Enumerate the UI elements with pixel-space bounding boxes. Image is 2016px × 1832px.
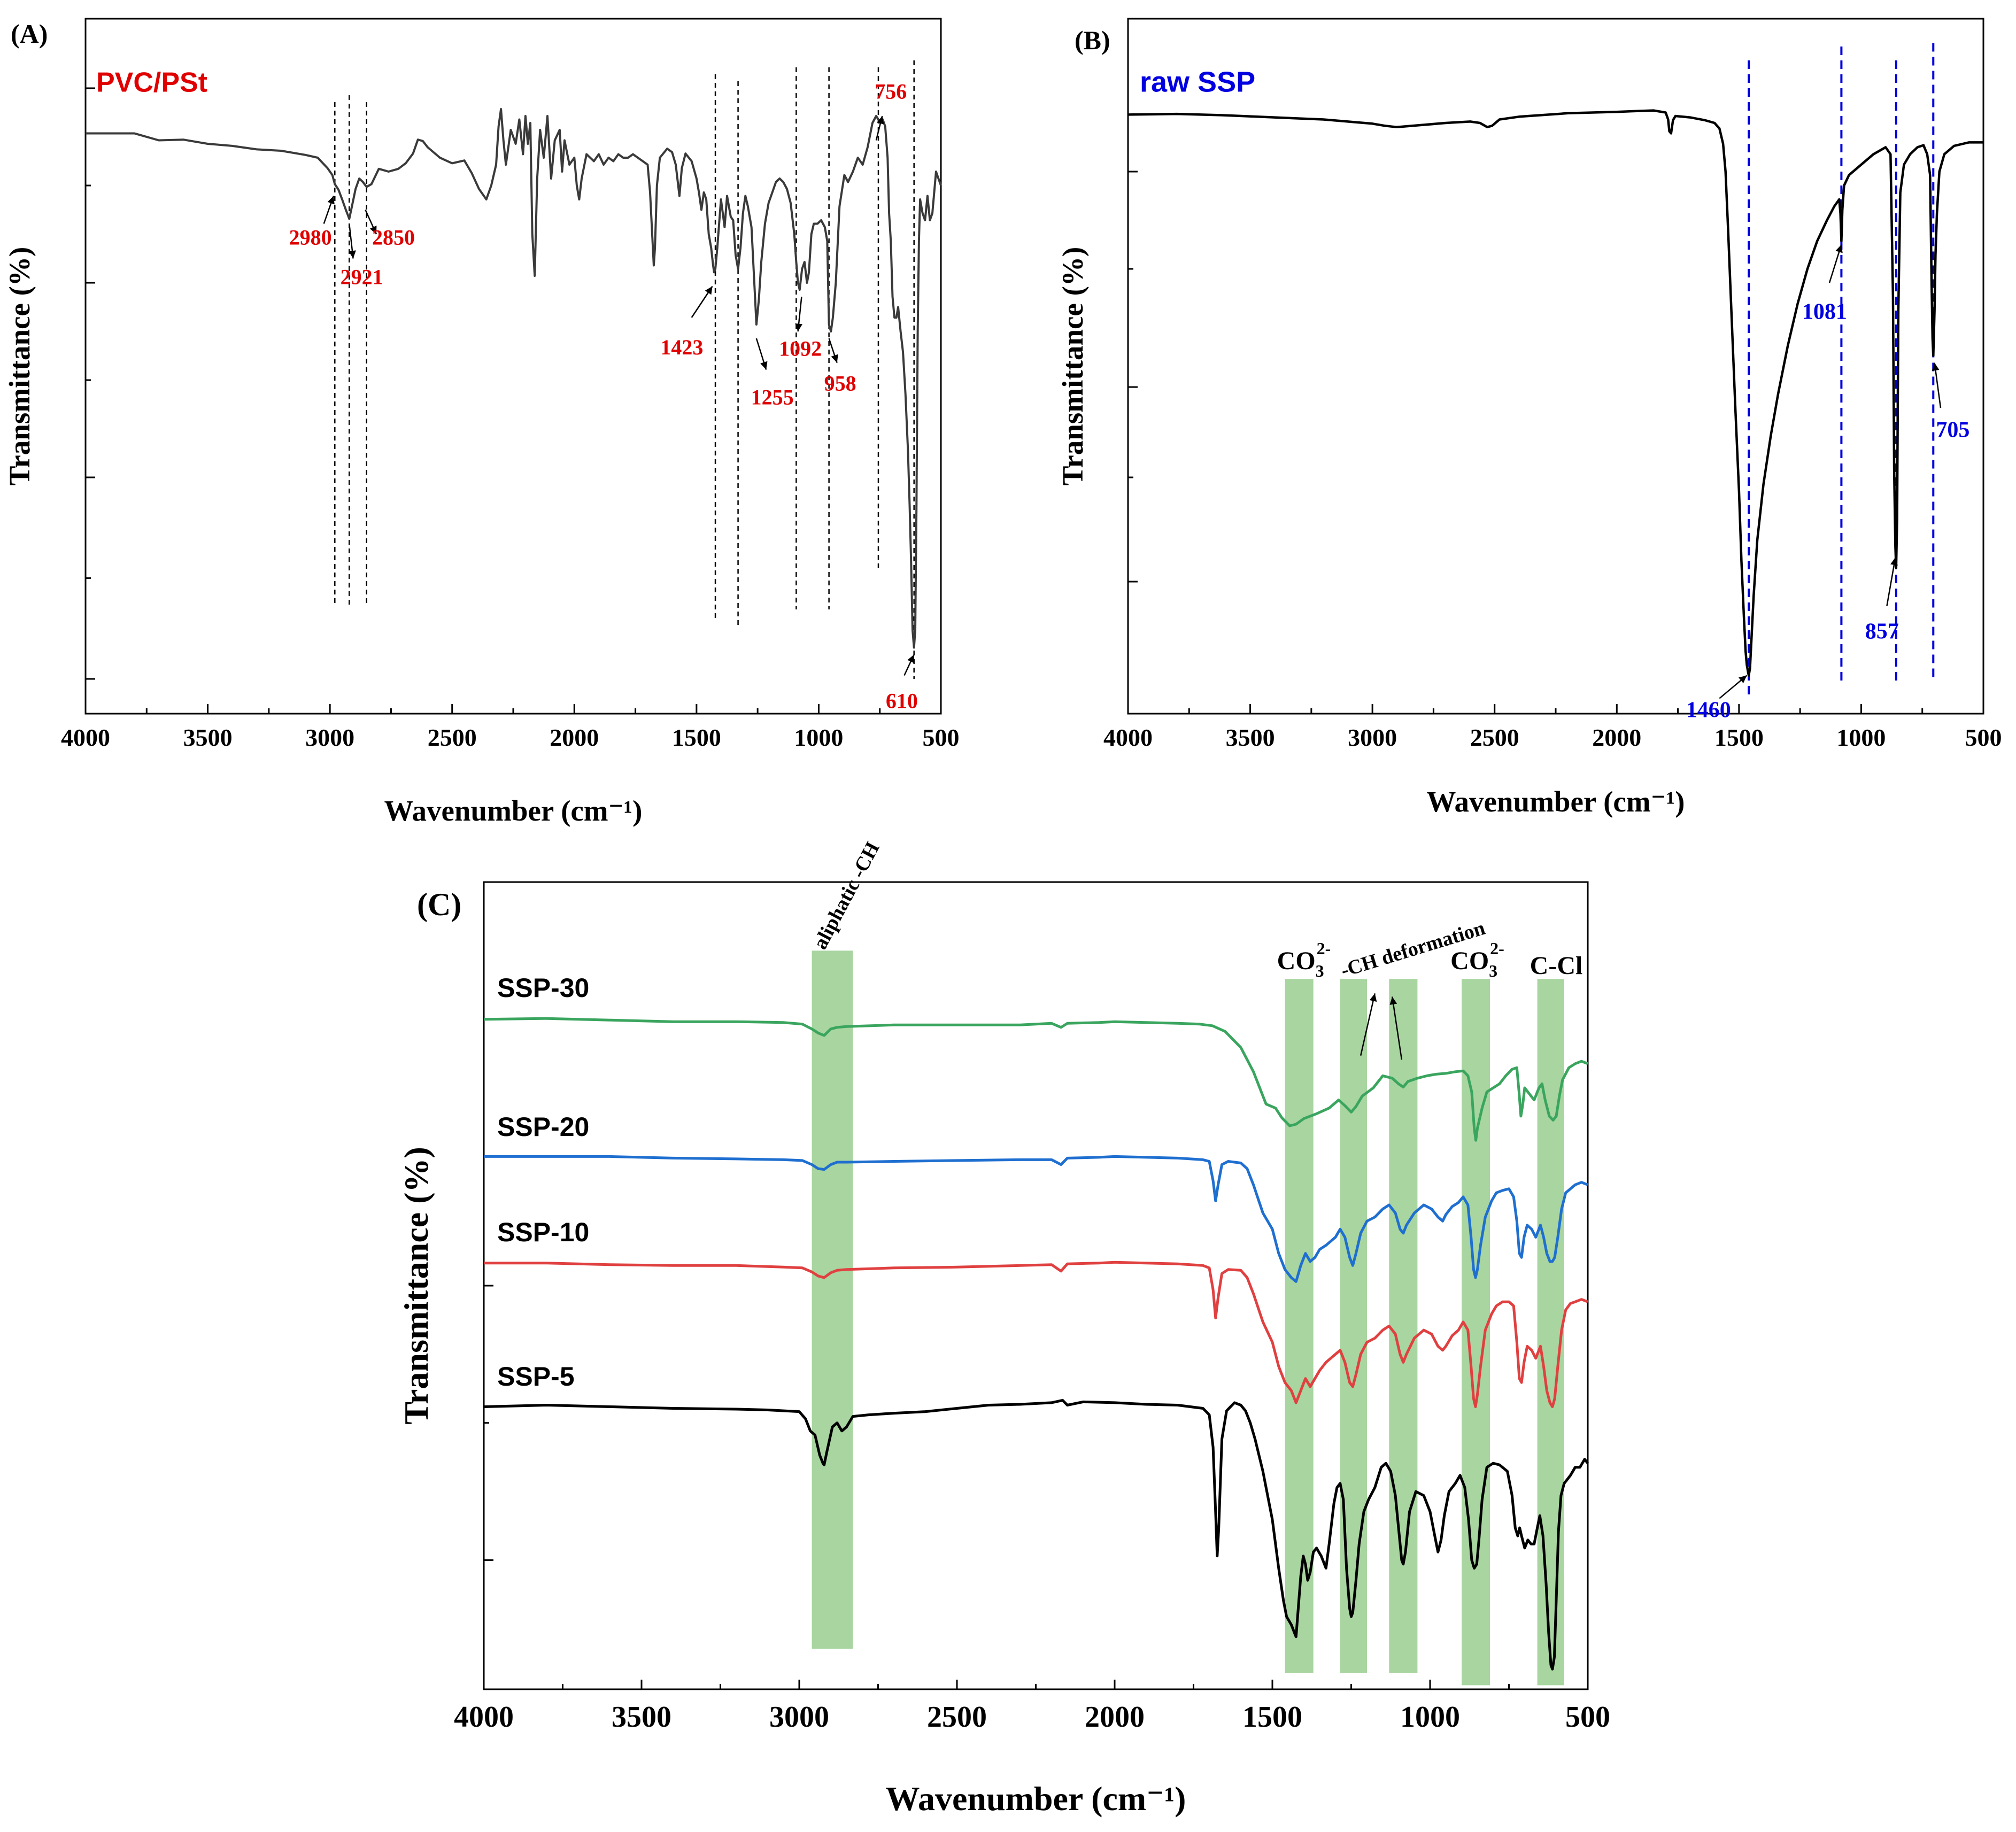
peak-label: 1081 — [1802, 300, 1847, 324]
x-tick-label: 2500 — [428, 724, 477, 751]
annotation-arrow-line — [1391, 996, 1403, 1060]
band-label: C-Cl — [1530, 952, 1583, 980]
peak-label: 1460 — [1686, 698, 1731, 723]
panel-1: 4000 3500 3000 2500 2000 1500 1000 500 Wavenumbe… — [1056, 18, 2002, 818]
x-tick-label: 1000 — [1836, 724, 1886, 751]
highlight-band — [1340, 979, 1367, 1673]
panel-0: 4000 3500 3000 2500 2000 1500 1000 500 Wavenumbe… — [3, 18, 960, 827]
x-tick-label: 4000 — [1103, 724, 1153, 751]
peak-label: 857 — [1865, 620, 1899, 644]
x-tick-label: 3000 — [1348, 724, 1397, 751]
series-label: SSP-10 — [497, 1217, 589, 1247]
band-label: CO32- — [1277, 939, 1331, 980]
annotation-arrow-head — [1890, 557, 1898, 566]
x-axis-label: Wavenumber (cm⁻¹) — [384, 794, 643, 827]
annotation-arrow-head — [705, 286, 713, 295]
peak-label: 610 — [886, 689, 918, 713]
annotation-arrow-head — [327, 196, 335, 205]
annotation-arrow-head — [1369, 993, 1377, 1002]
panel-label: (B) — [1075, 25, 1110, 55]
peak-label: 2850 — [372, 226, 415, 250]
annotation-arrow-head — [369, 226, 377, 234]
x-tick-label: 3500 — [183, 724, 233, 751]
annotation-arrow-head — [1835, 244, 1843, 253]
panel-label: (A) — [11, 19, 48, 49]
y-axis-label: Transmittance (%) — [3, 247, 36, 486]
x-tick-label: 500 — [1965, 724, 2002, 751]
peak-label: 1092 — [779, 337, 822, 361]
x-tick-label: 500 — [1565, 1700, 1610, 1734]
highlight-band — [1285, 979, 1314, 1673]
series-line-pvc-pst — [86, 108, 942, 649]
highlight-band — [812, 950, 853, 1649]
series-line-ssp-30 — [483, 1017, 1588, 1142]
series-label: SSP-5 — [497, 1362, 575, 1392]
annotation-arrow-head — [349, 250, 356, 259]
peak-label: 958 — [824, 372, 856, 396]
annotation-arrow-head — [1932, 362, 1940, 371]
x-tick-label: 1500 — [1714, 724, 1764, 751]
x-tick-label: 3500 — [612, 1700, 671, 1734]
peak-label: 756 — [875, 80, 907, 104]
series-line-ssp-20 — [484, 1155, 1588, 1283]
x-axis-label: Wavenumber (cm⁻¹) — [1427, 785, 1685, 818]
series-label: SSP-20 — [497, 1112, 589, 1142]
x-tick-label: 2000 — [550, 724, 599, 751]
band-label: CO32- — [1450, 939, 1504, 980]
panel-label: (C) — [417, 887, 461, 922]
peak-label: 2921 — [341, 265, 383, 289]
x-tick-label: 2500 — [1470, 724, 1519, 751]
peak-label: 1255 — [751, 385, 794, 409]
x-tick-label: 500 — [923, 724, 960, 751]
series-line-raw-ssp — [1127, 109, 1983, 677]
series-label: SSP-30 — [497, 973, 589, 1003]
x-tick-label: 3500 — [1226, 724, 1275, 751]
annotation-arrow-head — [1389, 996, 1397, 1005]
annotation-arrow-head — [907, 654, 914, 663]
x-tick-label: 1000 — [794, 724, 843, 751]
x-tick-label: 3000 — [305, 724, 354, 751]
highlight-band — [1389, 979, 1418, 1673]
series-line-ssp-5 — [483, 1398, 1589, 1671]
x-tick-label: 1500 — [1242, 1700, 1302, 1734]
y-axis-label: Transmittance (%) — [397, 1147, 435, 1425]
peak-label: 705 — [1936, 418, 1969, 443]
x-tick-label: 4000 — [61, 724, 110, 751]
annotation-arrow-head — [760, 361, 768, 370]
annotation-arrow-head — [1738, 675, 1747, 684]
x-tick-label: 3000 — [769, 1700, 829, 1734]
peak-label: 1423 — [660, 335, 703, 359]
y-axis-label: Transmittance (%) — [1056, 247, 1089, 486]
x-tick-label: 2000 — [1085, 1700, 1145, 1734]
x-tick-label: 2000 — [1592, 724, 1641, 751]
x-tick-label: 2500 — [927, 1700, 987, 1734]
x-tick-label: 4000 — [454, 1700, 514, 1734]
x-tick-label: 1500 — [672, 724, 721, 751]
annotation-arrow-line — [1886, 557, 1896, 606]
series-label: raw SSP — [1140, 66, 1255, 98]
x-tick-label: 1000 — [1400, 1700, 1460, 1734]
annotation-arrow-head — [831, 354, 838, 363]
annotation-arrow-head — [795, 323, 803, 331]
annotation-arrow-line — [1360, 993, 1376, 1056]
series-line-ssp-10 — [484, 1261, 1588, 1408]
x-axis-label: Wavenumber (cm⁻¹) — [886, 1780, 1186, 1818]
annotation-arrow-head — [877, 116, 884, 125]
peak-label: 2980 — [289, 226, 332, 250]
series-label: PVC/PSt — [96, 67, 207, 98]
